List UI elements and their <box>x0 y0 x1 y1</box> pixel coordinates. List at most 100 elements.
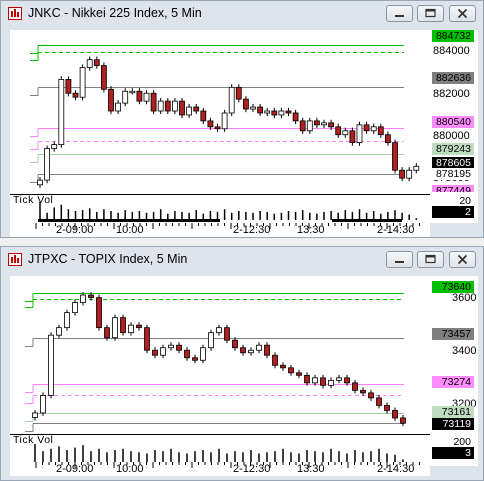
candle-body <box>248 349 254 354</box>
price-volume-chart[interactable] <box>10 30 430 223</box>
candle-body <box>344 377 350 384</box>
price-label-high: 884732 <box>432 30 474 42</box>
candle-body <box>306 120 313 132</box>
window-titlebar[interactable]: JNKC - Nikkei 225 Index, 5 Min <box>1 1 483 27</box>
candle-body <box>143 92 150 102</box>
candle-body <box>292 112 299 122</box>
session-band <box>332 219 402 222</box>
candle-body <box>37 179 43 186</box>
time-label: 10:00 <box>116 463 144 475</box>
time-axis-ticks <box>35 462 420 468</box>
restore-icon <box>425 254 436 264</box>
candle-body <box>257 106 264 114</box>
price-axis[interactable]: 3600 3400 3200 73640 73457 73274 73161 7… <box>430 276 478 466</box>
candle-body <box>184 349 190 359</box>
candle-body <box>79 67 86 98</box>
candle-body <box>192 357 198 361</box>
nikkei-chart-window: JNKC - Nikkei 225 Index, 5 Min 884000 88… <box>0 0 484 238</box>
chart-app-icon <box>8 253 22 266</box>
candle-body <box>399 169 406 179</box>
window-titlebar[interactable]: JTPXC - TOPIX Index, 5 Min <box>1 247 483 273</box>
candle-body <box>242 98 249 110</box>
candle-body <box>108 88 114 112</box>
volume-pane-title: Tick Vol <box>13 194 54 206</box>
candle-body <box>136 324 142 329</box>
restore-button[interactable] <box>417 251 444 268</box>
candle-body <box>299 120 306 132</box>
candle-body <box>186 106 193 116</box>
close-button[interactable] <box>449 5 476 22</box>
candle-body <box>120 317 126 334</box>
candle-body <box>115 102 121 112</box>
restore-icon <box>425 8 436 18</box>
candle-body <box>312 377 318 384</box>
candle-body <box>280 364 286 369</box>
candle-body <box>48 334 54 396</box>
candle-body <box>221 112 228 130</box>
candle-body <box>370 126 377 132</box>
candle-body <box>271 110 278 116</box>
price-tick: 882000 <box>433 88 470 100</box>
candle-body <box>200 347 206 361</box>
candle-body <box>278 110 285 116</box>
close-button[interactable] <box>449 251 476 268</box>
volume-label-max: 200 <box>432 436 474 448</box>
candle-body <box>288 367 294 374</box>
candle-body <box>360 389 366 394</box>
minimize-icon <box>395 15 404 17</box>
candle-body <box>40 394 46 414</box>
candle-body <box>64 312 70 329</box>
window-title: JNKC - Nikkei 225 Index, 5 Min <box>28 6 202 20</box>
candle-body <box>51 144 58 149</box>
candle-body <box>104 327 110 339</box>
topix-chart-window: JTPXC - TOPIX Index, 5 Min 3600 3400 320… <box>0 246 484 481</box>
candle-body <box>96 297 102 329</box>
candle-body <box>200 110 207 122</box>
price-axis[interactable]: 884000 882000 880000 878000 884732 88263… <box>430 30 478 223</box>
candle-body <box>150 92 157 112</box>
candlestick-plot[interactable] <box>10 30 430 223</box>
time-label: 2-14:30 <box>377 224 415 236</box>
minimize-button[interactable] <box>386 251 413 268</box>
candle-body <box>157 100 164 112</box>
candle-body <box>328 379 334 386</box>
candle-body <box>160 347 166 356</box>
volume-label-last: 3 <box>432 447 474 459</box>
candle-body <box>193 106 200 112</box>
candle-body <box>304 374 310 384</box>
candle-body <box>368 392 374 399</box>
candle-body <box>313 120 320 126</box>
candle-body <box>285 110 292 114</box>
candle-body <box>384 134 391 144</box>
candle-body <box>250 106 256 110</box>
candle-body <box>65 79 72 94</box>
price-tick: 3600 <box>452 292 477 304</box>
price-volume-chart[interactable] <box>10 276 430 466</box>
time-label: 2-12:30 <box>233 224 271 236</box>
candle-body <box>136 90 143 102</box>
candle-body <box>406 169 413 179</box>
candle-body <box>232 339 238 349</box>
time-axis: 2-09:00 10:00 2-12:30 13:30 2-14:30 <box>10 462 430 476</box>
candle-body <box>164 100 171 112</box>
candle-body <box>356 124 363 144</box>
candle-body <box>32 412 38 418</box>
restore-button[interactable] <box>417 5 444 22</box>
minimize-button[interactable] <box>386 5 413 22</box>
candle-body <box>342 130 349 136</box>
candle-body <box>112 317 118 339</box>
candle-body <box>72 92 79 98</box>
candle-body <box>321 122 327 126</box>
candle-body <box>88 294 94 298</box>
candle-body <box>352 382 358 391</box>
time-label: 2-12:30 <box>233 463 271 475</box>
candle-body <box>93 59 100 66</box>
candle-body <box>56 327 62 336</box>
candle-body <box>363 124 370 132</box>
candle-body <box>328 122 335 128</box>
price-label-last: 878605 <box>432 157 474 169</box>
candlestick-plot[interactable] <box>10 276 430 466</box>
price-label-support: 879243 <box>432 143 474 155</box>
price-tick: 3400 <box>452 345 477 357</box>
volume-label-last: 2 <box>432 206 474 218</box>
